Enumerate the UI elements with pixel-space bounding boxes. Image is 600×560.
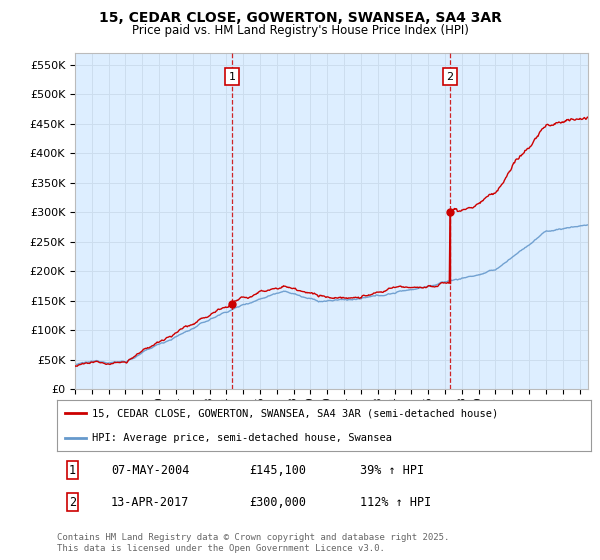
Text: Contains HM Land Registry data © Crown copyright and database right 2025.
This d: Contains HM Land Registry data © Crown c… — [57, 533, 449, 553]
Text: 15, CEDAR CLOSE, GOWERTON, SWANSEA, SA4 3AR: 15, CEDAR CLOSE, GOWERTON, SWANSEA, SA4 … — [98, 11, 502, 25]
Text: 39% ↑ HPI: 39% ↑ HPI — [360, 464, 424, 477]
Text: 13-APR-2017: 13-APR-2017 — [111, 496, 190, 508]
Text: 2: 2 — [69, 496, 76, 508]
Text: 2: 2 — [446, 72, 454, 82]
Text: Price paid vs. HM Land Registry's House Price Index (HPI): Price paid vs. HM Land Registry's House … — [131, 24, 469, 36]
Text: 1: 1 — [69, 464, 76, 477]
Text: 07-MAY-2004: 07-MAY-2004 — [111, 464, 190, 477]
Text: HPI: Average price, semi-detached house, Swansea: HPI: Average price, semi-detached house,… — [92, 433, 392, 443]
Text: £145,100: £145,100 — [249, 464, 306, 477]
Text: £300,000: £300,000 — [249, 496, 306, 508]
Text: 112% ↑ HPI: 112% ↑ HPI — [360, 496, 431, 508]
Text: 1: 1 — [229, 72, 236, 82]
Text: 15, CEDAR CLOSE, GOWERTON, SWANSEA, SA4 3AR (semi-detached house): 15, CEDAR CLOSE, GOWERTON, SWANSEA, SA4 … — [92, 408, 498, 418]
